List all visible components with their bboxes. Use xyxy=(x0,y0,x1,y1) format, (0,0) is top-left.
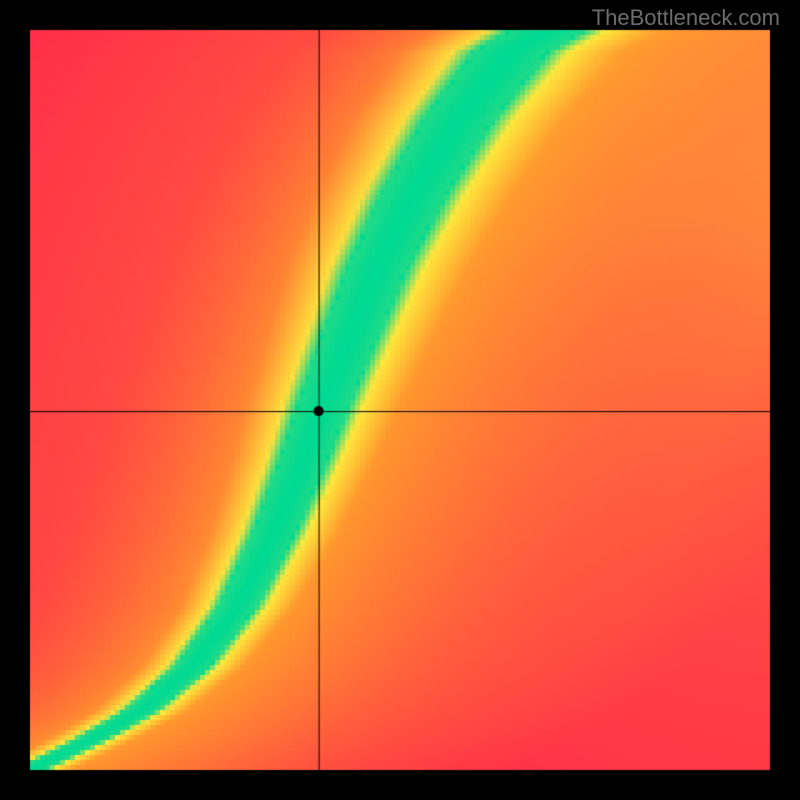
watermark-text: TheBottleneck.com xyxy=(592,5,780,31)
chart-container: TheBottleneck.com xyxy=(0,0,800,800)
heatmap-canvas xyxy=(0,0,800,800)
